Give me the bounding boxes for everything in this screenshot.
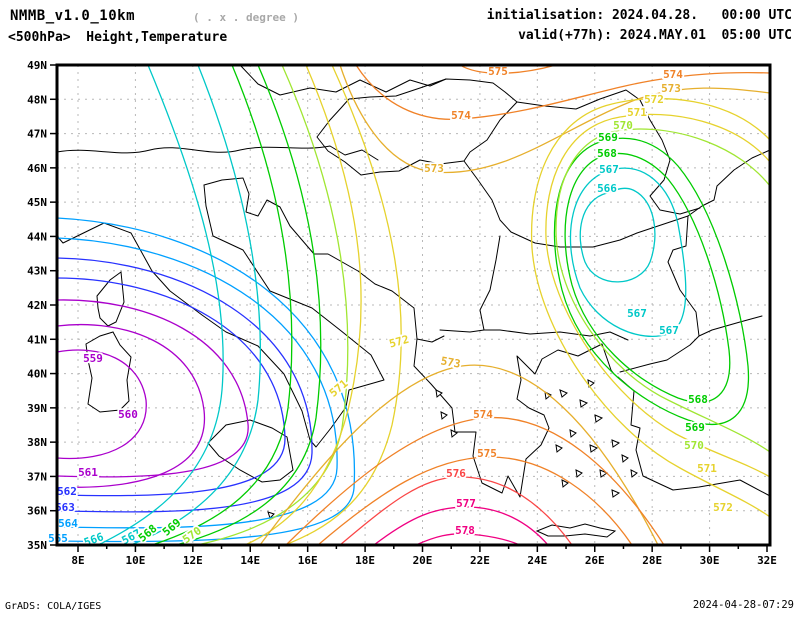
field-title: <500hPa> Height,Temperature (8, 30, 228, 45)
contour-label: 575 (477, 447, 497, 460)
y-axis-label: 48N (27, 93, 47, 106)
height-contours (56, 64, 771, 546)
x-axis-label: 28E (642, 554, 662, 567)
x-axis-label: 16E (298, 554, 318, 567)
y-axis-label: 42N (27, 299, 47, 312)
contour-label: 571 (627, 106, 647, 119)
contour-label: 571 (697, 462, 717, 475)
contour-label: 568 (597, 147, 617, 160)
x-axis-label: 22E (470, 554, 490, 567)
plot-timestamp: 2024-04-28-07:29 (692, 599, 794, 611)
resolution-note: ( . x . degree ) (193, 11, 299, 24)
y-axis-label: 39N (27, 402, 47, 415)
x-axis-label: 18E (355, 554, 375, 567)
contour-label: 569 (685, 421, 705, 434)
contour-label: 574 (473, 408, 493, 421)
y-axis-label: 47N (27, 128, 47, 141)
y-axis-label: 38N (27, 436, 47, 449)
y-axis-label: 37N (27, 470, 47, 483)
contour-label: 572 (644, 93, 664, 106)
y-axis-label: 41N (27, 333, 47, 346)
small-islands (435, 379, 638, 498)
contour-label: 570 (613, 119, 633, 132)
contour-label: 569 (598, 131, 618, 144)
contour-label: 573 (440, 354, 462, 370)
contour-label: 574 (663, 68, 683, 81)
y-axis-label: 49N (27, 59, 47, 72)
contour-label: 564 (58, 517, 78, 530)
x-axis-label: 10E (125, 554, 145, 567)
x-axis-label: 24E (527, 554, 547, 567)
contour-label: 561 (78, 466, 98, 479)
contour-label: 577 (456, 497, 476, 510)
y-axis-label: 45N (27, 196, 47, 209)
contour-label: 574 (451, 109, 471, 122)
contour-label: 567 (659, 324, 679, 337)
coastlines-borders (56, 64, 771, 538)
contour-label: 559 (83, 352, 103, 365)
y-axis-label: 35N (27, 539, 47, 552)
contour-label: 562 (57, 485, 77, 498)
contour-label: 568 (688, 393, 708, 406)
axis-ticks-labels: 49N 48N 47N 46N 45N 44N 43N 42N 41N 40N 39N 38N 37N 3… (27, 59, 777, 567)
contour-label: 572 (713, 501, 733, 514)
grads-credit: GrADS: COLA/IGES (5, 601, 102, 612)
contour-label: 570 (684, 439, 704, 452)
contour-label: 567 (599, 163, 619, 176)
contour-label: 576 (446, 467, 466, 480)
contour-label: 573 (424, 162, 444, 175)
contour-label: 578 (455, 524, 475, 537)
contour-label: 572 (388, 333, 411, 351)
x-axis-label: 32E (757, 554, 777, 567)
x-axis-label: 20E (413, 554, 433, 567)
x-axis-label: 8E (71, 554, 84, 567)
contour-label: 573 (661, 82, 681, 95)
y-axis-label: 36N (27, 505, 47, 518)
contour-label: 567 (627, 307, 647, 320)
y-axis-label: 40N (27, 368, 47, 381)
y-axis-label: 46N (27, 162, 47, 175)
contour-label: 566 (597, 182, 617, 195)
x-axis-label: 26E (585, 554, 605, 567)
contour-label: 560 (118, 408, 138, 421)
y-axis-label: 44N (27, 230, 47, 243)
valid-time: valid(+77h): 2024.MAY.01 05:00 UTC (518, 28, 792, 43)
contour-label: 563 (55, 501, 75, 514)
y-axis-label: 43N (27, 265, 47, 278)
x-axis-label: 12E (183, 554, 203, 567)
x-axis-label: 14E (240, 554, 260, 567)
x-axis-label: 30E (700, 554, 720, 567)
init-time: initialisation: 2024.04.28. 00:00 UTC (486, 8, 792, 23)
contour-label: 575 (488, 65, 508, 78)
model-title: NMMB_v1.0_10km (10, 8, 136, 24)
